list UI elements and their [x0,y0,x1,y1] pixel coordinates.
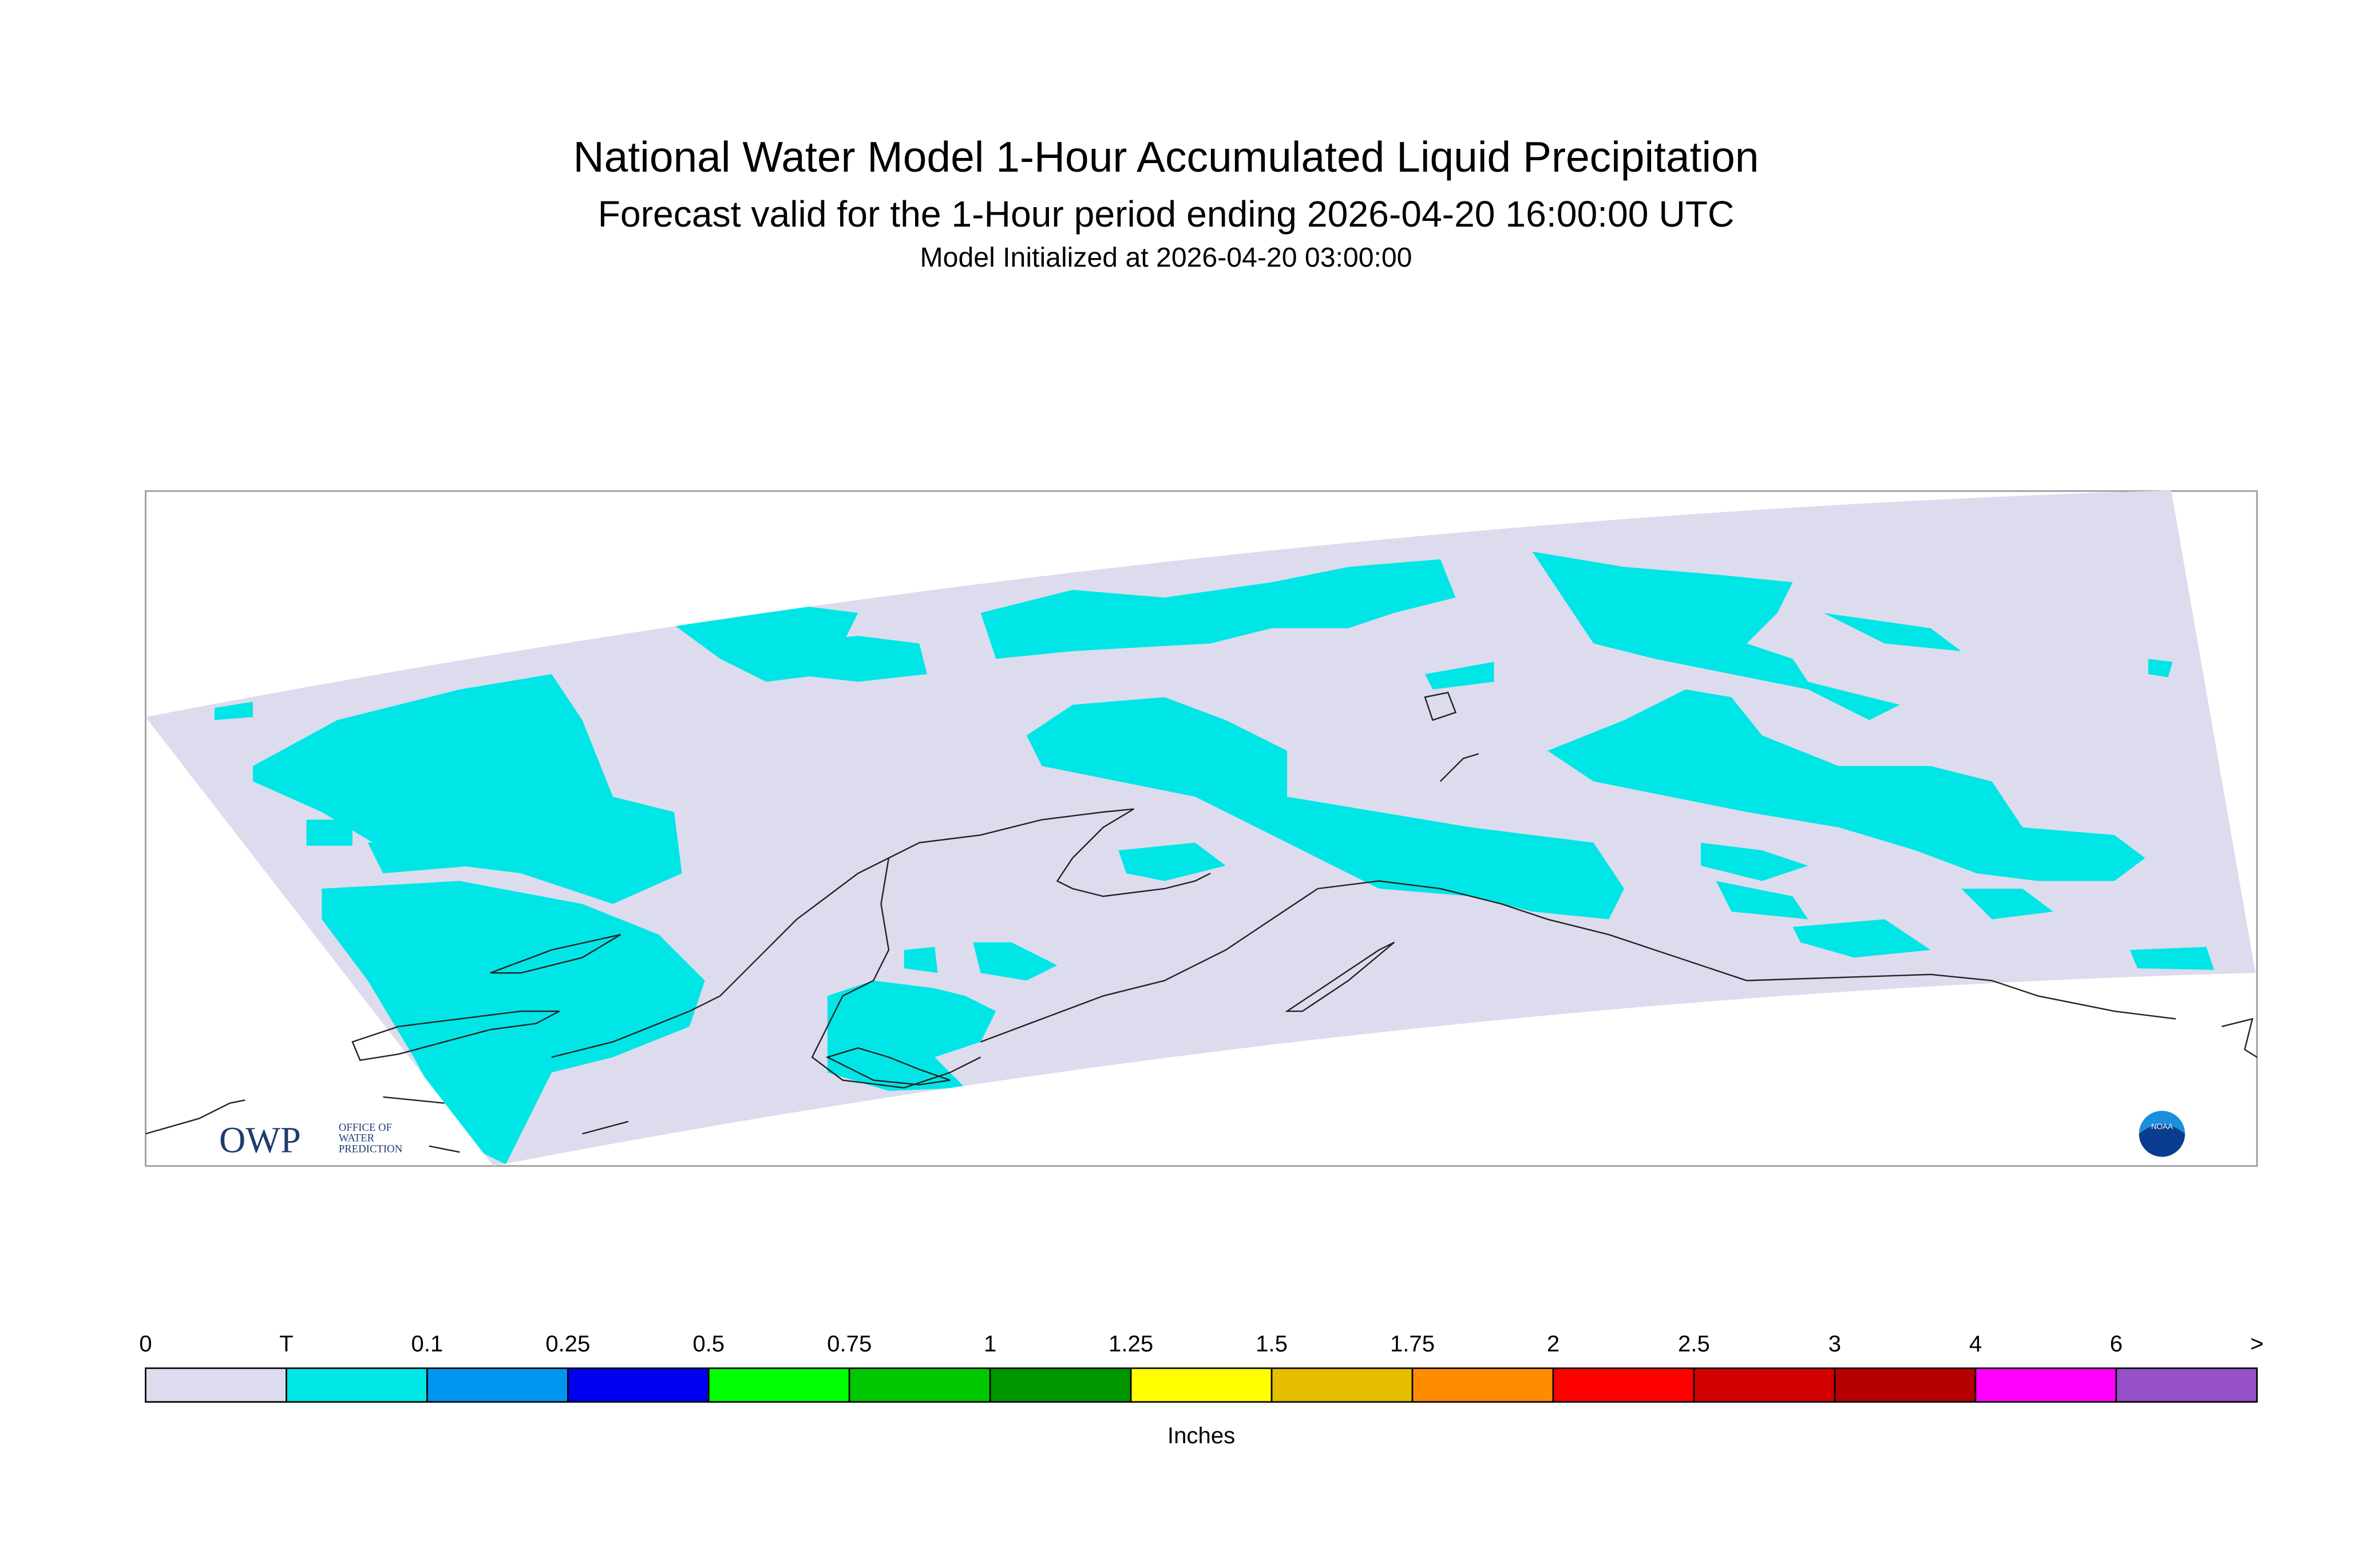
legend-swatch [1974,1367,2117,1403]
legend-swatch [1834,1367,1977,1403]
owp-logo: OWP OFFICE OF WATER PREDICTION [219,1119,403,1160]
legend-swatch [1552,1367,1695,1403]
legend-swatch [848,1367,991,1403]
legend-unit: Inches [1167,1423,1235,1448]
legend-label: 0.1 [411,1331,443,1356]
legend-swatch [286,1367,428,1403]
legend-label: 1.5 [1256,1331,1288,1356]
legend-label: 4 [1969,1331,1982,1356]
legend-label: 2 [1547,1331,1559,1356]
map-panel: OWP OFFICE OF WATER PREDICTION NOAA [145,490,2258,1167]
init-time: Model Initialized at 2026-04-20 03:00:00 [920,242,1412,273]
legend-label: T [279,1331,294,1356]
legend-swatch [1693,1367,1836,1403]
legend-label: 1 [984,1331,996,1356]
legend-swatch [989,1367,1132,1403]
legend-label: 0 [139,1331,152,1356]
legend-label: 2.5 [1678,1331,1710,1356]
legend-swatch [1130,1367,1273,1403]
noaa-text: NOAA [2151,1122,2173,1131]
legend-label: 1.25 [1109,1331,1153,1356]
legend-swatch [567,1367,710,1403]
owp-text: OWP [219,1119,301,1160]
legend-swatch [426,1367,569,1403]
legend-label: 0.75 [827,1331,872,1356]
legend: Inches 0 T 0.1 0.25 0.5 0.75 1 1.25 1.5 1.75 2 2.5 3… [139,1331,2263,1448]
coastlines [145,691,2258,1153]
noaa-logo: NOAA [2139,1111,2185,1157]
legend-swatch [1270,1367,1414,1403]
legend-label: 0.5 [692,1331,725,1356]
legend-swatch [2115,1367,2258,1403]
legend-swatch [145,1367,287,1403]
subtitle: Forecast valid for the 1-Hour period end… [598,193,1735,235]
legend-label: 1.75 [1390,1331,1435,1356]
legend-label: 6 [2110,1331,2123,1356]
legend-label: > [2250,1331,2263,1356]
legend-swatch [707,1367,850,1403]
legend-label: 3 [1828,1331,1841,1356]
legend-label: 0.25 [545,1331,590,1356]
legend-swatch [1411,1367,1554,1403]
title: National Water Model 1-Hour Accumulated … [573,133,1759,181]
noaa-wave [2139,1124,2185,1157]
precip-areas [214,551,2214,1165]
owp-subtext: WATER [339,1133,375,1145]
owp-subtext: PREDICTION [339,1143,403,1155]
owp-subtext: OFFICE OF [339,1122,392,1134]
